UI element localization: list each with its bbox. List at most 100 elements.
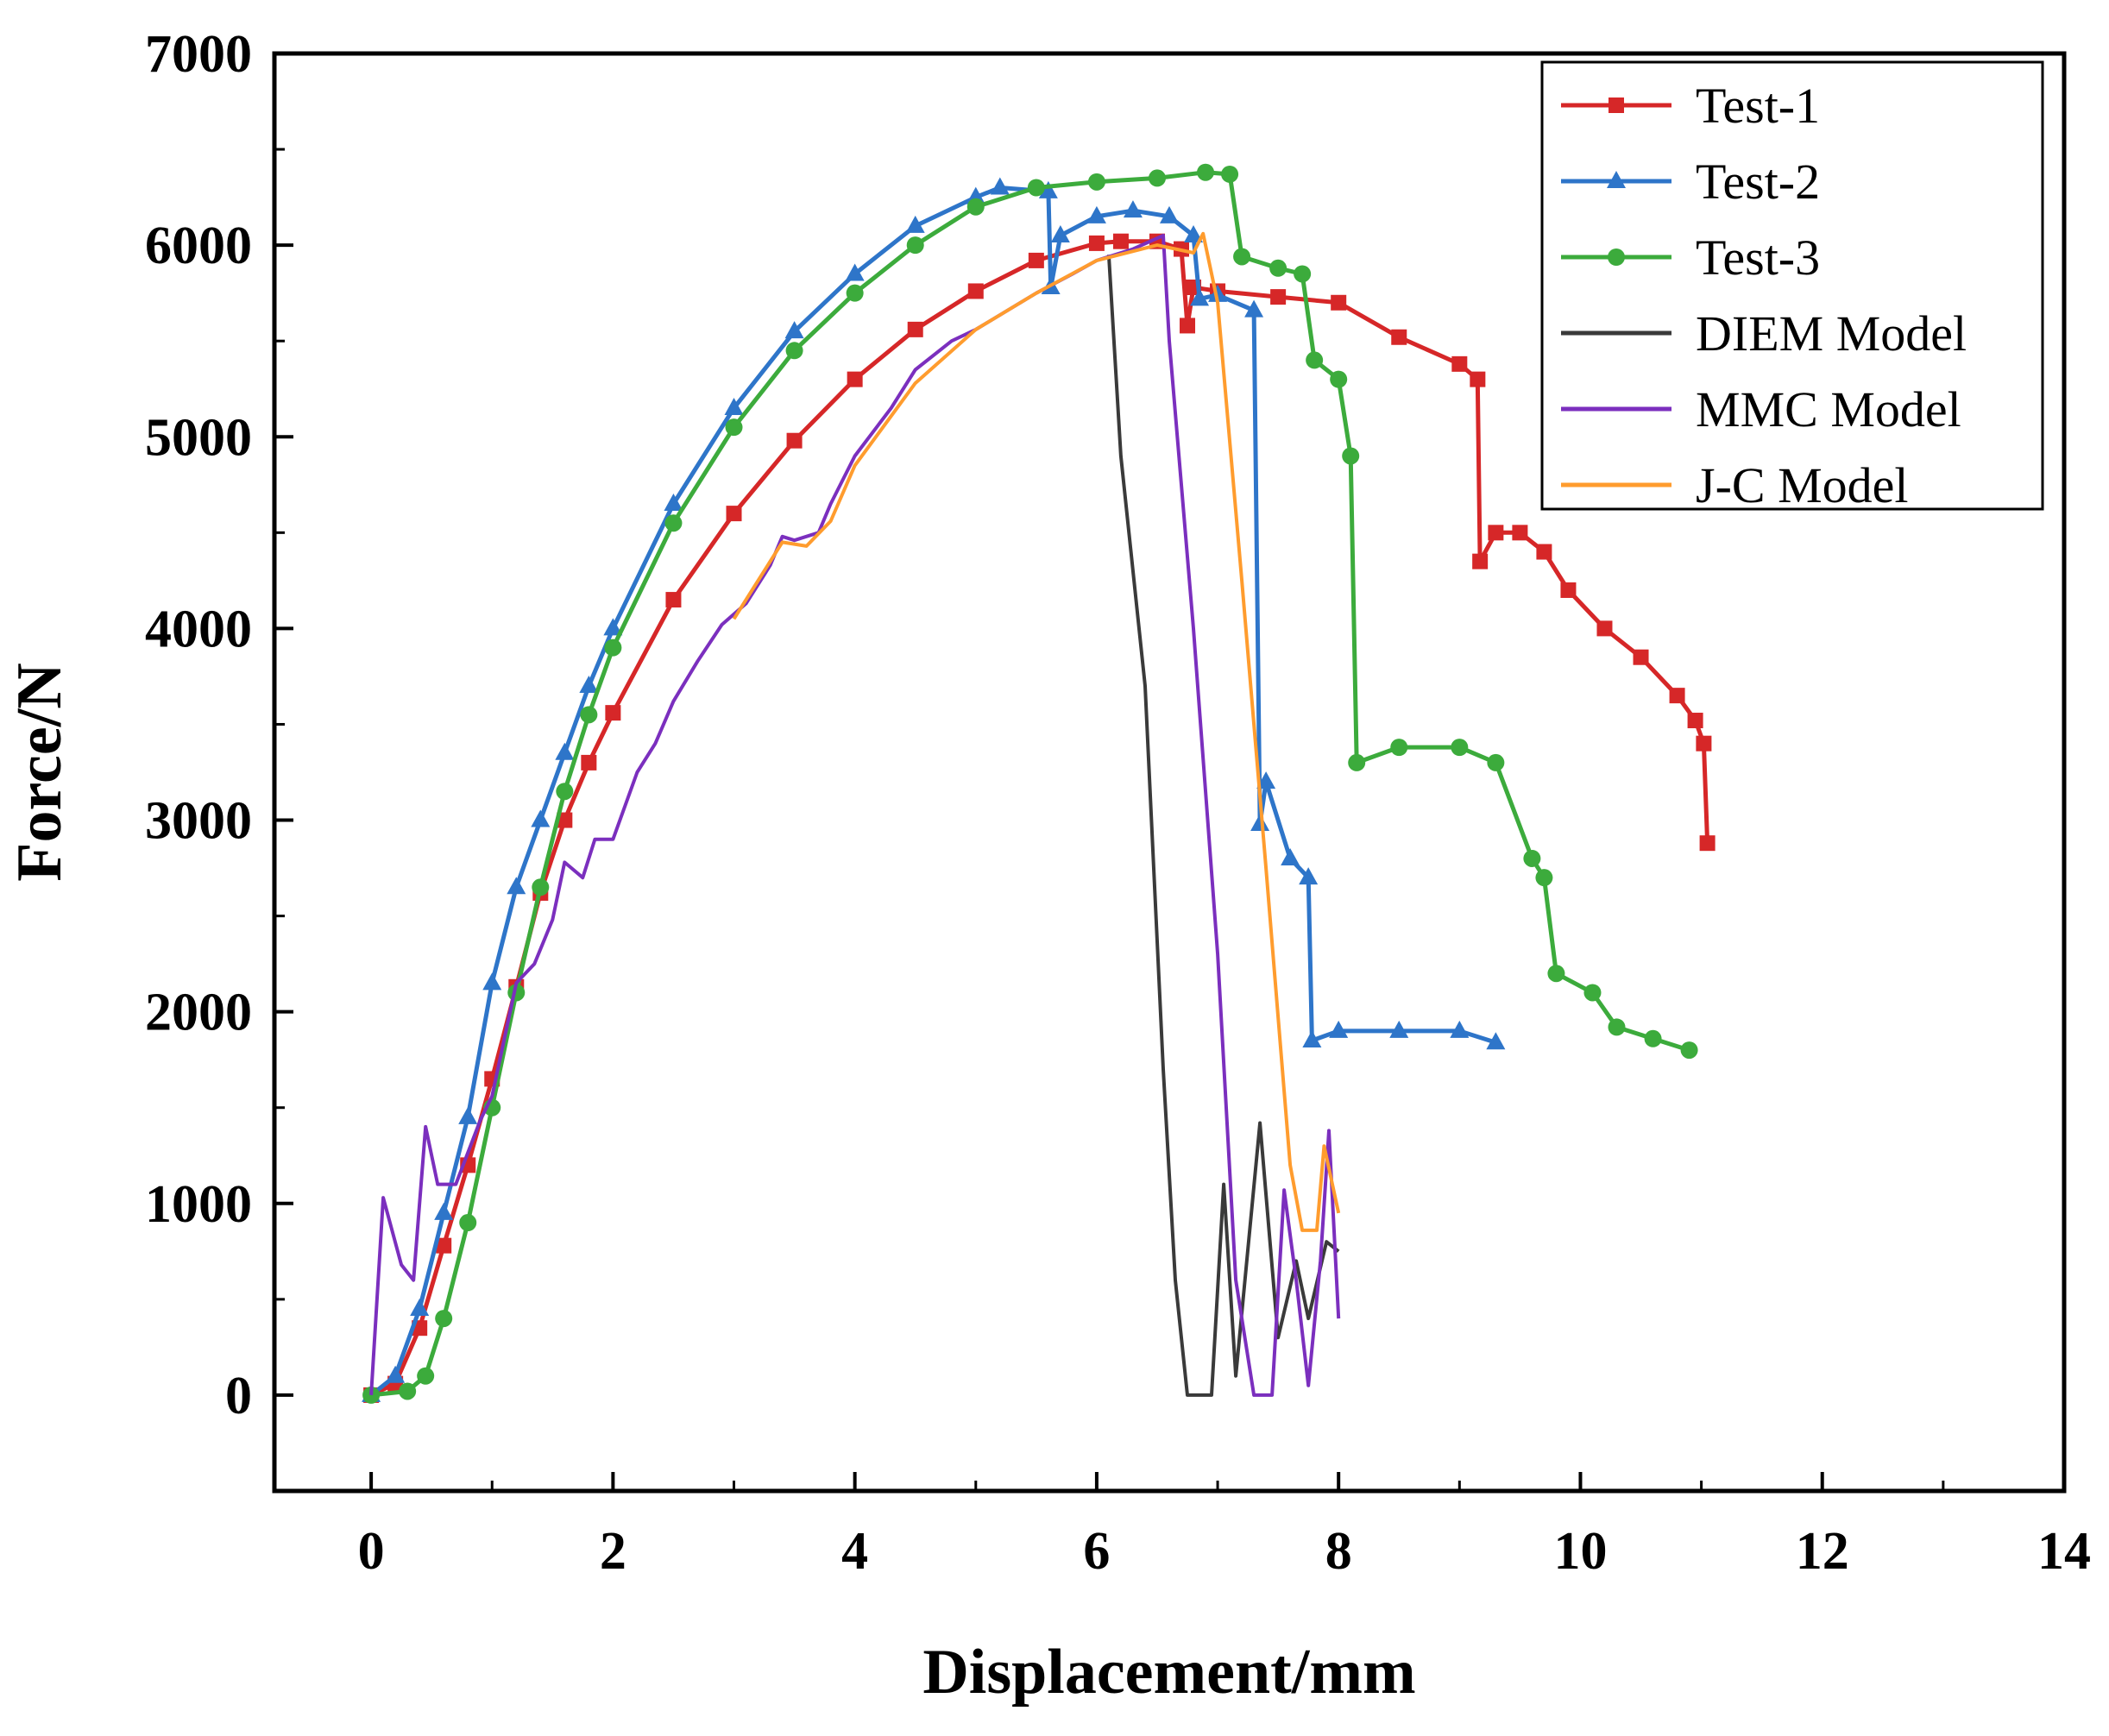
y-tick-label: 7000 xyxy=(145,25,252,84)
data-point-test-1 xyxy=(907,321,923,337)
data-point-test-1 xyxy=(1180,318,1196,334)
data-point-test-1 xyxy=(605,705,621,721)
data-point-test-1 xyxy=(665,592,682,608)
series-diem-model xyxy=(1106,255,1340,1397)
series-mmc-model xyxy=(369,234,1341,1397)
data-point-test-3 xyxy=(1306,351,1324,369)
data-point-test-1 xyxy=(1391,329,1407,345)
data-point-test-1 xyxy=(1112,233,1129,249)
data-point-test-2 xyxy=(1123,200,1143,218)
data-point-test-1 xyxy=(1699,835,1716,852)
data-point-test-2 xyxy=(724,397,744,415)
data-point-test-3 xyxy=(1487,753,1505,771)
data-point-test-1 xyxy=(1596,620,1613,637)
data-point-test-3 xyxy=(1583,984,1602,1002)
data-point-test-1 xyxy=(1470,371,1486,387)
data-point-test-2 xyxy=(1389,1020,1409,1038)
data-point-test-1 xyxy=(1669,688,1685,704)
data-point-test-3 xyxy=(1390,739,1408,757)
data-point-test-1 xyxy=(1687,713,1703,729)
legend-entry-diem-model: DIEM Model xyxy=(1561,305,1967,362)
legend-label: Test-3 xyxy=(1696,230,1820,286)
data-point-test-2 xyxy=(482,972,502,991)
data-point-test-2 xyxy=(1050,225,1070,243)
legend-marker xyxy=(1608,248,1625,266)
series-j-c-model xyxy=(732,231,1341,1232)
data-point-test-2 xyxy=(603,618,623,636)
data-point-test-2 xyxy=(1299,867,1319,885)
legend-entry-test-1: Test-1 xyxy=(1561,78,1820,134)
data-point-test-3 xyxy=(1547,965,1565,983)
data-point-test-3 xyxy=(725,418,743,437)
data-point-test-3 xyxy=(966,198,985,216)
x-tick-label: 14 xyxy=(2037,1522,2091,1581)
legend-label: MMC Model xyxy=(1696,381,1961,437)
data-point-test-2 xyxy=(1302,1029,1322,1047)
data-point-test-2 xyxy=(905,215,925,233)
data-point-test-1 xyxy=(581,754,597,771)
series-test-2 xyxy=(362,177,1506,1402)
data-point-test-2 xyxy=(784,321,804,339)
data-point-test-3 xyxy=(1644,1029,1662,1047)
data-point-test-3 xyxy=(532,878,550,896)
legend-label: J-C Model xyxy=(1696,457,1909,513)
data-point-test-1 xyxy=(967,283,984,299)
data-point-test-1 xyxy=(1088,235,1105,251)
legend-entry-test-3: Test-3 xyxy=(1561,230,1820,286)
legend-marker xyxy=(1607,171,1626,188)
x-tick-label: 8 xyxy=(1325,1522,1352,1581)
data-point-test-2 xyxy=(507,877,526,895)
data-point-test-2 xyxy=(1160,205,1179,223)
data-point-test-1 xyxy=(1270,289,1287,305)
data-point-test-3 xyxy=(1348,753,1366,771)
x-tick-label: 2 xyxy=(600,1522,626,1581)
data-point-test-1 xyxy=(1696,735,1712,752)
data-point-test-1 xyxy=(557,812,573,828)
plot-frame xyxy=(272,51,2067,1494)
x-tick-label: 0 xyxy=(358,1522,385,1581)
data-point-test-3 xyxy=(1680,1041,1698,1060)
data-point-test-2 xyxy=(434,1202,454,1220)
x-tick-label: 4 xyxy=(841,1522,868,1581)
data-point-test-2 xyxy=(664,494,683,512)
data-point-test-1 xyxy=(1488,525,1504,541)
data-point-test-2 xyxy=(990,177,1010,195)
legend-entry-test-2: Test-2 xyxy=(1561,154,1820,210)
data-point-test-3 xyxy=(846,284,864,302)
data-point-test-2 xyxy=(1281,847,1300,865)
data-point-test-3 xyxy=(1233,248,1251,266)
data-point-test-3 xyxy=(1535,869,1553,887)
data-point-test-2 xyxy=(1086,205,1106,223)
data-point-test-3 xyxy=(1269,259,1287,277)
y-axis-title: Force/N xyxy=(4,663,75,881)
y-tick-label: 6000 xyxy=(145,217,252,275)
data-point-test-3 xyxy=(417,1367,435,1385)
data-point-test-3 xyxy=(1027,179,1045,197)
data-point-test-1 xyxy=(1028,252,1044,268)
data-point-test-3 xyxy=(556,783,574,801)
data-point-test-3 xyxy=(604,638,622,657)
tick-labels: 0 2 4 6 8 10 12 14 0 1000 2000 3000 4000 5000 6000 7000 xyxy=(145,25,2091,1581)
data-point-test-1 xyxy=(1331,294,1347,311)
x-tick-label: 6 xyxy=(1083,1522,1110,1581)
data-point-test-2 xyxy=(1256,771,1276,789)
y-tick-label: 5000 xyxy=(145,408,252,467)
x-axis-title: Displacement/mm xyxy=(922,1637,1415,1708)
data-point-test-3 xyxy=(580,706,598,724)
y-tick-label: 1000 xyxy=(145,1175,252,1234)
data-point-test-3 xyxy=(399,1382,417,1400)
data-point-test-2 xyxy=(1184,225,1204,243)
data-point-test-3 xyxy=(1294,265,1312,283)
data-point-test-3 xyxy=(1330,370,1348,388)
data-point-test-2 xyxy=(1486,1032,1506,1050)
data-point-test-3 xyxy=(785,342,803,360)
data-point-test-2 xyxy=(410,1298,430,1316)
data-point-test-3 xyxy=(1087,173,1105,191)
legend-marker xyxy=(1609,97,1624,113)
data-point-test-2 xyxy=(845,263,865,281)
series-line-diem-model xyxy=(1106,255,1340,1397)
data-point-test-2 xyxy=(579,676,599,694)
data-point-test-2 xyxy=(1190,288,1210,306)
data-point-test-2 xyxy=(1208,284,1228,302)
